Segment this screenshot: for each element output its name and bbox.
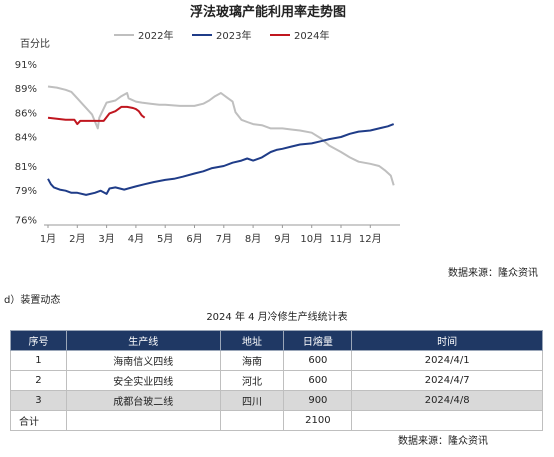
header-location: 地址 bbox=[219, 330, 285, 351]
x-axis-ticks: 1月 2月 3月 4月 5月 6月 7月 8月 9月 10月 11月 12月 bbox=[40, 225, 382, 245]
cell-total-capacity: 2100 bbox=[283, 410, 353, 431]
y-tick-label: 86% bbox=[15, 108, 37, 119]
header-time: 时间 bbox=[351, 330, 543, 351]
table-row: 1 海南信义四线 海南 600 2024/4/1 bbox=[10, 350, 543, 371]
series-line-3 bbox=[47, 105, 146, 126]
cell-time: 2024/4/7 bbox=[351, 370, 543, 391]
y-axis-label: 百分比 bbox=[20, 38, 50, 50]
cell-total-time bbox=[351, 410, 543, 431]
header-line: 生产线 bbox=[65, 330, 221, 351]
y-axis-ticks: 91% 89% 86% 84% 81% 79% 76% bbox=[15, 60, 37, 227]
header-index: 序号 bbox=[10, 330, 67, 351]
x-tick-label: 2月 bbox=[69, 233, 85, 245]
legend-label: 2024年 bbox=[294, 29, 329, 42]
chart-title: 浮法玻璃产能利用率走势图 bbox=[190, 4, 346, 20]
cell-total-line bbox=[65, 410, 221, 431]
cold-repair-table: 序号 生产线 地址 日熔量 时间 1 海南信义四线 海南 600 2024/4/… bbox=[10, 330, 543, 431]
x-tick-label: 7月 bbox=[216, 233, 232, 245]
table-header-row: 序号 生产线 地址 日熔量 时间 bbox=[10, 330, 543, 351]
table-row: 2 安全实业四线 河北 600 2024/4/7 bbox=[10, 370, 543, 391]
x-tick-label: 6月 bbox=[186, 233, 202, 245]
cell-location: 河北 bbox=[219, 370, 285, 391]
cell-index: 3 bbox=[10, 390, 67, 411]
cell-time: 2024/4/8 bbox=[351, 390, 543, 411]
y-tick-label: 84% bbox=[15, 132, 37, 143]
legend-label: 2023年 bbox=[216, 29, 251, 42]
legend: 2022年 2023年 2024年 bbox=[114, 29, 329, 42]
header-capacity: 日熔量 bbox=[283, 330, 353, 351]
table-row: 3 成都台玻二线 四川 900 2024/4/8 bbox=[10, 390, 543, 411]
cell-line: 海南信义四线 bbox=[65, 350, 221, 371]
cell-capacity: 900 bbox=[283, 390, 353, 411]
y-tick-label: 81% bbox=[15, 162, 37, 173]
x-tick-label: 12月 bbox=[359, 233, 382, 245]
y-tick-label: 76% bbox=[15, 216, 37, 227]
cell-line: 成都台玻二线 bbox=[65, 390, 221, 411]
chart-source-note: 数据来源：隆众资讯 bbox=[448, 268, 538, 279]
table-title: 2024 年 4 月冷修生产线统计表 bbox=[206, 312, 348, 323]
cell-index: 2 bbox=[10, 370, 67, 391]
y-tick-label: 91% bbox=[15, 60, 37, 71]
y-tick-label: 89% bbox=[15, 84, 37, 95]
cell-total-label: 合计 bbox=[10, 410, 67, 431]
x-tick-label: 3月 bbox=[98, 233, 114, 245]
x-tick-label: 4月 bbox=[128, 233, 144, 245]
cell-capacity: 600 bbox=[283, 350, 353, 371]
cell-line: 安全实业四线 bbox=[65, 370, 221, 391]
series-lines bbox=[47, 85, 395, 196]
table-source-note: 数据来源：隆众资讯 bbox=[398, 436, 488, 447]
legend-label: 2022年 bbox=[138, 29, 173, 42]
cell-total-location bbox=[219, 410, 285, 431]
x-tick-label: 1月 bbox=[40, 233, 56, 245]
cell-location: 四川 bbox=[219, 390, 285, 411]
table-total-row: 合计 2100 bbox=[10, 410, 543, 431]
x-tick-label: 11月 bbox=[330, 233, 353, 245]
y-tick-label: 79% bbox=[15, 186, 37, 197]
x-tick-label: 5月 bbox=[157, 233, 173, 245]
cell-location: 海南 bbox=[219, 350, 285, 371]
cell-capacity: 600 bbox=[283, 370, 353, 391]
cell-index: 1 bbox=[10, 350, 67, 371]
line-chart: 浮法玻璃产能利用率走势图 百分比 2022年 2023年 2024年 91% 89% 8… bbox=[15, 4, 400, 245]
section-title: d）装置动态 bbox=[4, 295, 61, 306]
x-tick-label: 10月 bbox=[300, 233, 323, 245]
series-line-2 bbox=[47, 123, 395, 196]
cell-time: 2024/4/1 bbox=[351, 350, 543, 371]
x-tick-label: 8月 bbox=[245, 233, 261, 245]
x-tick-label: 9月 bbox=[274, 233, 290, 245]
